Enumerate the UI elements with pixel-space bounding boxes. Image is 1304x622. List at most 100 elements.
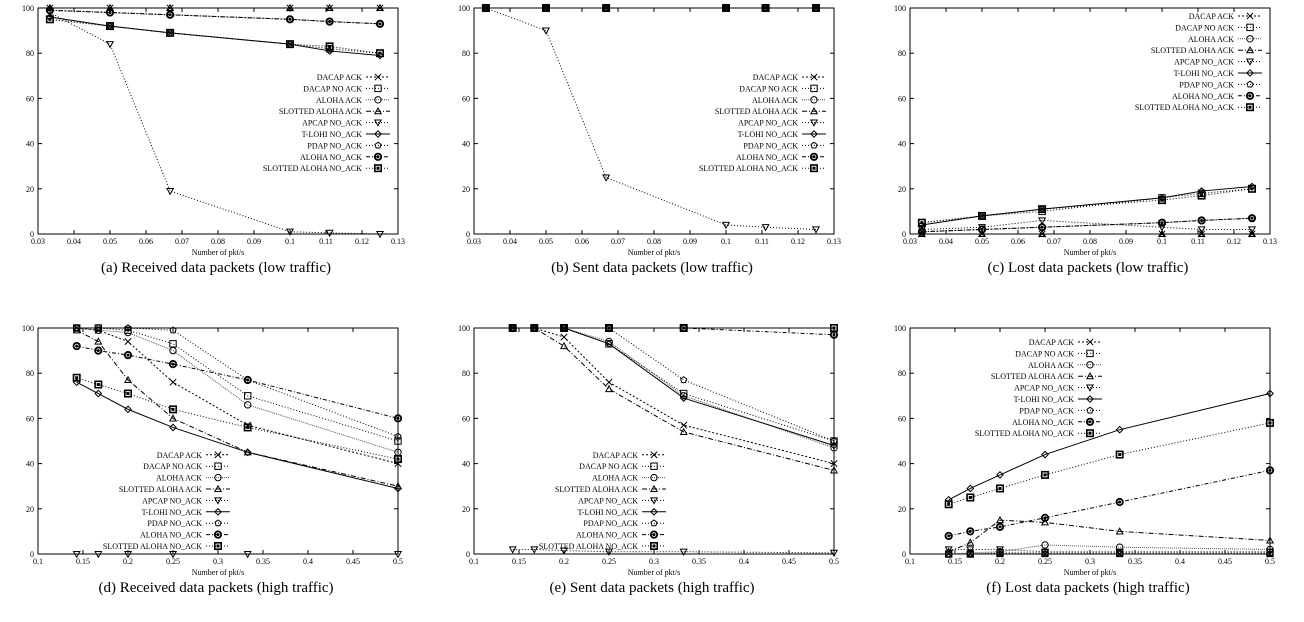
series-aloha-no-ack bbox=[72, 341, 403, 423]
legend-label: ALOHA ACK bbox=[1188, 35, 1234, 44]
data-point bbox=[243, 423, 252, 432]
chart-d: 0.1 0.15 0.2 0.25 0.3 0.35 0.4 0.45 0.5 0 20 40 60 80… bbox=[22, 324, 403, 577]
data-point bbox=[995, 522, 1005, 531]
series-slotted-aloha-ack bbox=[944, 515, 1275, 555]
data-point bbox=[166, 188, 175, 196]
x-tick-label: 0.15 bbox=[512, 557, 526, 566]
legend-marker bbox=[649, 497, 659, 505]
data-point bbox=[679, 548, 688, 556]
data-point bbox=[123, 375, 133, 384]
y-tick-label: 60 bbox=[26, 414, 34, 423]
legend-label: ALOHA NO_ACK bbox=[576, 531, 638, 540]
data-point bbox=[375, 19, 385, 28]
y-tick-label: 60 bbox=[462, 414, 470, 423]
x-tick-label: 0.03 bbox=[467, 237, 481, 246]
data-point bbox=[1247, 229, 1257, 238]
series-slotted-aloha-no-ack bbox=[508, 324, 838, 333]
series-slotted-aloha-no-ack bbox=[944, 418, 1274, 509]
legend-marker bbox=[373, 152, 383, 161]
x-tick-label: 0.25 bbox=[166, 557, 180, 566]
legend-marker bbox=[1085, 417, 1095, 426]
series-line bbox=[76, 381, 399, 489]
legend-marker bbox=[214, 519, 222, 527]
data-point bbox=[559, 547, 569, 555]
legend-label: PDAP NO_ACK bbox=[307, 141, 362, 150]
data-point bbox=[1157, 218, 1167, 227]
data-point bbox=[966, 538, 975, 546]
x-tick-label: 0.05 bbox=[975, 237, 989, 246]
y-tick-label: 40 bbox=[898, 140, 906, 149]
data-point bbox=[829, 330, 839, 339]
data-point bbox=[169, 378, 177, 386]
x-tick-label: 0.1 bbox=[721, 237, 731, 246]
y-tick-label: 100 bbox=[22, 4, 34, 13]
data-point bbox=[508, 546, 517, 554]
data-point bbox=[45, 15, 54, 24]
y-tick-label: 100 bbox=[894, 4, 906, 13]
data-point bbox=[166, 28, 175, 37]
x-tick-label: 0.12 bbox=[355, 237, 369, 246]
x-tick-label: 0.05 bbox=[103, 237, 117, 246]
legend: DACAP ACK DACAP NO ACK ALOHA ACK SLOTTED AL… bbox=[263, 73, 390, 173]
legend-label: SLOTTED ALOHA ACK bbox=[555, 485, 638, 494]
x-tick-label: 0.11 bbox=[1191, 237, 1205, 246]
legend-marker bbox=[1246, 12, 1254, 20]
legend-marker bbox=[1246, 35, 1254, 43]
x-tick-label: 0.12 bbox=[1227, 237, 1241, 246]
data-point bbox=[166, 10, 175, 19]
legend-marker bbox=[650, 451, 658, 459]
series-line bbox=[512, 327, 835, 442]
series-t-lohi-no-ack bbox=[72, 378, 402, 493]
legend-marker bbox=[809, 106, 819, 115]
data-point bbox=[325, 229, 334, 238]
legend-label: PDAP NO_ACK bbox=[1019, 406, 1074, 415]
x-axis-label: Number of pkt/s bbox=[628, 248, 680, 257]
x-tick-label: 0.07 bbox=[611, 237, 625, 246]
chart-panel-e: 0.1 0.15 0.2 0.25 0.3 0.35 0.4 0.45 0.5 0 20 40 60 80… bbox=[442, 320, 862, 610]
data-point bbox=[394, 460, 402, 468]
data-point bbox=[325, 42, 334, 51]
legend-marker bbox=[810, 73, 818, 81]
legend-label: DACAP NO ACK bbox=[303, 84, 362, 93]
data-point bbox=[1041, 470, 1050, 479]
data-point bbox=[72, 550, 81, 559]
chart-caption: (b) Sent data packets (low traffic) bbox=[551, 260, 753, 276]
legend-label: SLOTTED ALOHA ACK bbox=[1151, 46, 1234, 55]
data-point bbox=[1157, 196, 1166, 205]
x-tick-label: 0.25 bbox=[602, 557, 616, 566]
legend-label: PDAP NO_ACK bbox=[583, 519, 638, 528]
data-point bbox=[1265, 418, 1274, 427]
x-tick-label: 0.2 bbox=[123, 557, 133, 566]
chart-caption: (d) Received data packets (high traffic) bbox=[98, 580, 334, 596]
legend-label: SLOTTED ALOHA NO_ACK bbox=[1135, 103, 1234, 112]
data-point bbox=[375, 3, 385, 12]
y-tick-label: 80 bbox=[26, 49, 34, 58]
y-tick-label: 0 bbox=[30, 550, 34, 559]
series-aloha-ack bbox=[73, 324, 402, 457]
legend-label: ALOHA NO_ACK bbox=[1172, 92, 1234, 101]
data-point bbox=[1040, 513, 1050, 522]
data-point bbox=[917, 227, 926, 236]
data-point bbox=[393, 455, 402, 464]
y-tick-label: 100 bbox=[894, 324, 906, 333]
x-tick-label: 0.45 bbox=[346, 557, 360, 566]
data-point bbox=[1197, 229, 1206, 238]
chart-panel-b: 0.03 0.04 0.05 0.06 0.07 0.08 0.09 0.1 0.11 0.12 0… bbox=[442, 0, 862, 290]
data-point bbox=[94, 324, 102, 332]
y-tick-label: 80 bbox=[462, 49, 470, 58]
legend-label: ALOHA NO_ACK bbox=[300, 153, 362, 162]
legend-marker bbox=[1086, 349, 1094, 358]
legend-marker bbox=[1245, 91, 1255, 100]
legend-label: SLOTTED ALOHA NO_ACK bbox=[975, 429, 1074, 438]
y-tick-label: 80 bbox=[26, 369, 34, 378]
y-tick-label: 20 bbox=[462, 505, 470, 514]
legend-label: DACAP ACK bbox=[593, 451, 638, 460]
series-line bbox=[921, 219, 1252, 230]
data-point bbox=[679, 427, 688, 436]
x-tick-label: 0.06 bbox=[575, 237, 589, 246]
series-apcap-no-ack bbox=[481, 4, 821, 234]
data-point bbox=[1157, 224, 1167, 232]
legend-marker bbox=[1086, 406, 1094, 414]
x-tick-label: 0.04 bbox=[939, 237, 953, 246]
data-point bbox=[1265, 466, 1275, 475]
